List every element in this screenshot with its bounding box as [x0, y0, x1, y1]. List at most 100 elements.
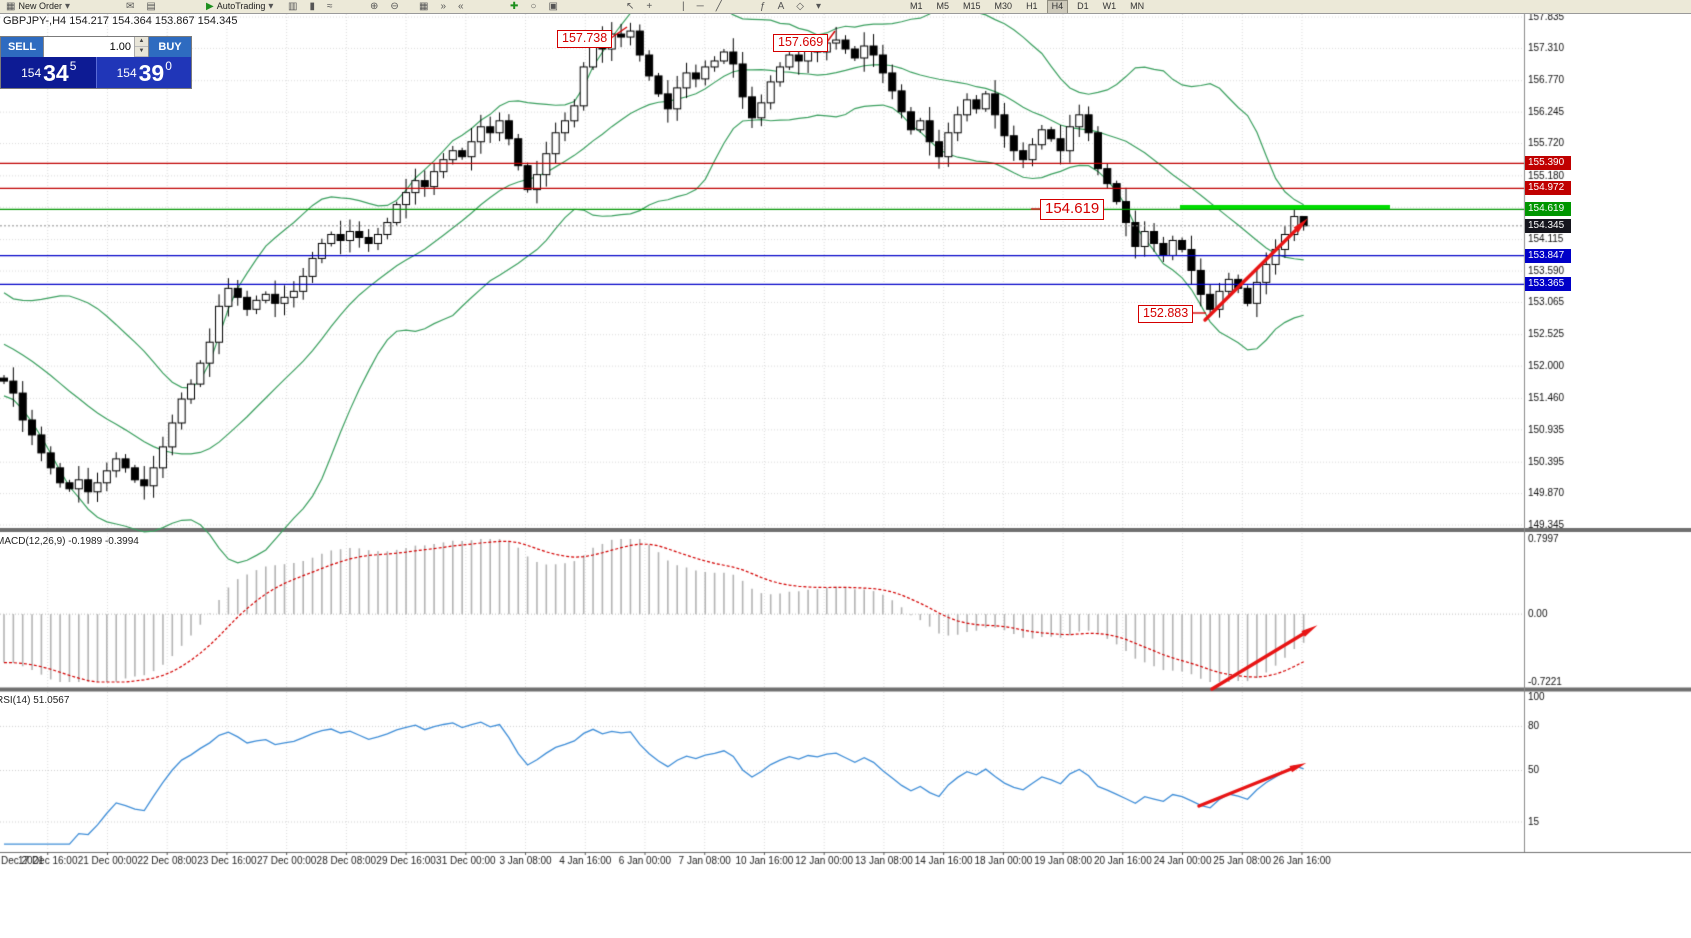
toolbar-group-autotrading: ▶ AutoTrading ▾	[202, 0, 277, 13]
toolbar-group-order: ▦ New Order ▾	[2, 0, 74, 13]
timeframe-w1-button[interactable]: W1	[1102, 1, 1117, 11]
new-order-button[interactable]: ▦ New Order ▾	[2, 0, 74, 13]
autotrading-caret-icon: ▾	[268, 1, 274, 12]
email-icon: ✉	[126, 1, 135, 12]
timeframe-m1-button[interactable]: M1	[910, 1, 923, 11]
sell-price-integer: 154	[21, 65, 42, 80]
toolbar-group-windows: ▦ » «	[415, 0, 468, 13]
chart-ohlc-title: GBPJPY-,H4 154.217 154.364 153.867 154.3…	[3, 15, 238, 27]
crosshair-button[interactable]: +	[642, 0, 656, 13]
toolbar-group-pointer: ↖ +	[622, 0, 656, 13]
text-label-button[interactable]: A	[774, 0, 789, 13]
annotation-box[interactable]: 154.619	[1040, 199, 1105, 220]
trendline-icon: ╱	[715, 1, 722, 12]
axis-badge-support-1: 153.847	[1525, 248, 1571, 263]
buy-button[interactable]: BUY	[149, 37, 191, 57]
indicators-button[interactable]: ✚	[506, 0, 522, 13]
periods-button[interactable]: ○	[526, 0, 540, 13]
app-toolbar: ▦ New Order ▾ ✉ ▤ ▶ AutoTrading ▾ ▥ ▮ ≈ …	[0, 0, 1691, 14]
volume-input[interactable]	[44, 37, 134, 57]
volume-decrement-button[interactable]: ▼	[135, 47, 148, 57]
sell-price-tile[interactable]: 154 34 5	[1, 57, 96, 88]
trendline-button[interactable]: ╱	[712, 0, 726, 13]
rsi-indicator-label: RSI(14) 51.0567	[0, 695, 70, 706]
axis-badge-key-level: 154.619	[1525, 202, 1571, 217]
axis-badge-current-price: 154.345	[1525, 218, 1571, 233]
axis-badge-resistance-2: 154.972	[1525, 181, 1571, 196]
autotrading-icon: ▶	[206, 1, 214, 12]
sell-price-pipette: 5	[69, 58, 77, 73]
tile-windows-button[interactable]: ▦	[415, 0, 432, 13]
buy-price-integer: 154	[116, 65, 137, 80]
toolbar-group-objects: ƒ A ◇ ▾	[756, 0, 825, 13]
bar-chart-icon: ▥	[288, 1, 298, 12]
horizontal-line-button[interactable]: ─	[693, 0, 708, 13]
toolbar-group-comm: ✉ ▤	[122, 0, 160, 13]
timeframe-m15-button[interactable]: M15	[963, 1, 981, 11]
periods-icon: ○	[530, 1, 537, 12]
toolbar-group-charttype: ▥ ▮ ≈	[284, 0, 337, 13]
buy-price-pips: 39	[138, 59, 165, 86]
zoom-in-icon: ⊕	[370, 1, 379, 12]
timeframe-m5-button[interactable]: M5	[936, 1, 950, 11]
chart-shift-icon: «	[458, 1, 464, 12]
macd-indicator-label: MACD(12,26,9) -0.1989 -0.3994	[0, 536, 139, 547]
objects-caret-button[interactable]: ▾	[812, 0, 825, 13]
auto-scroll-button[interactable]: »	[436, 0, 450, 13]
shapes-button[interactable]: ◇	[792, 0, 808, 13]
buy-price-pipette: 0	[165, 58, 172, 73]
timeframe-mn-button[interactable]: MN	[1130, 1, 1145, 11]
timeframe-d1-button[interactable]: D1	[1077, 1, 1089, 11]
templates-icon: ▣	[548, 1, 558, 12]
trade-panel-price-row: 154 34 5 154 39 0	[1, 57, 191, 88]
email-button[interactable]: ✉	[122, 0, 138, 13]
cursor-button[interactable]: ↖	[622, 0, 638, 13]
volume-spinner: ▲ ▼	[134, 37, 148, 57]
new-order-label: New Order	[18, 1, 62, 11]
timeframe-h4-button[interactable]: H4	[1046, 0, 1069, 13]
chart-shift-button[interactable]: «	[454, 0, 468, 13]
annotation-box[interactable]: 152.883	[1138, 305, 1194, 323]
volume-increment-button[interactable]: ▲	[135, 37, 148, 47]
toolbar-group-zoom: ⊕ ⊖	[366, 0, 403, 13]
tile-windows-icon: ▦	[419, 1, 429, 12]
news-icon: ▤	[146, 1, 156, 12]
fibonacci-icon: ƒ	[760, 1, 766, 12]
line-chart-button[interactable]: ≈	[323, 0, 337, 13]
autotrading-button[interactable]: ▶ AutoTrading ▾	[202, 0, 277, 13]
axis-badge-support-2: 153.365	[1525, 277, 1571, 292]
candlestick-chart-icon: ▮	[309, 1, 315, 12]
trade-panel-top-row: SELL ▲ ▼ BUY	[1, 37, 191, 57]
autotrading-label: AutoTrading	[216, 1, 266, 11]
indicators-icon: ✚	[510, 1, 519, 12]
zoom-out-button[interactable]: ⊖	[386, 0, 402, 13]
crosshair-icon: +	[646, 1, 653, 12]
templates-button[interactable]: ▣	[544, 0, 561, 13]
sell-price-pips: 34	[43, 59, 69, 86]
annotation-box[interactable]: 157.669	[773, 34, 829, 52]
buy-price-tile[interactable]: 154 39 0	[95, 57, 191, 88]
sell-button[interactable]: SELL	[1, 37, 43, 57]
line-chart-icon: ≈	[326, 1, 333, 12]
toolbar-group-indicators: ✚ ○ ▣	[506, 0, 562, 13]
timeframe-m30-button[interactable]: M30	[994, 1, 1013, 11]
auto-scroll-icon: »	[440, 1, 447, 12]
vertical-line-button[interactable]: |	[678, 0, 689, 13]
volume-box: ▲ ▼	[43, 37, 149, 57]
bar-chart-button[interactable]: ▥	[284, 0, 301, 13]
one-click-trading-panel: SELL ▲ ▼ BUY 154 34 5 154 39 0	[0, 36, 192, 89]
horizontal-line-icon: ─	[696, 1, 704, 12]
shapes-icon: ◇	[796, 1, 804, 12]
candlestick-chart-button[interactable]: ▮	[305, 0, 319, 13]
news-button[interactable]: ▤	[142, 0, 159, 13]
chart-window-icon: ▦	[6, 1, 16, 12]
timeframe-h1-button[interactable]: H1	[1026, 1, 1038, 11]
toolbar-group-timeframes: M1 M5 M15 M30 H1 H4 D1 W1 MN	[905, 0, 1149, 13]
fibonacci-button[interactable]: ƒ	[756, 0, 770, 13]
zoom-in-button[interactable]: ⊕	[366, 0, 382, 13]
zoom-out-icon: ⊖	[390, 1, 399, 12]
annotation-box[interactable]: 157.738	[557, 30, 613, 48]
dropdown-caret-icon: ▾	[64, 1, 70, 12]
